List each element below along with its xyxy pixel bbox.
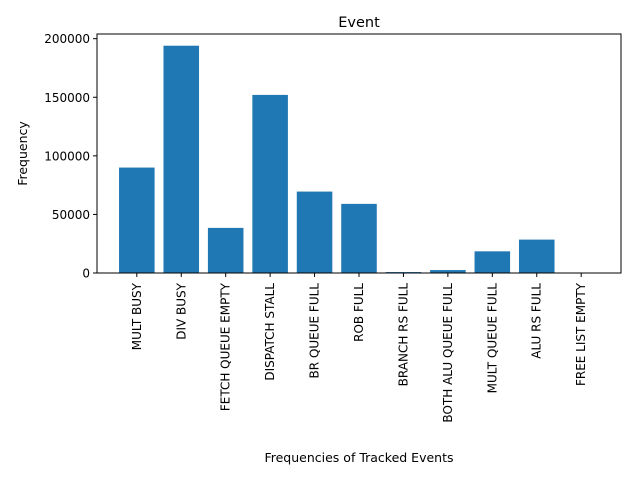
bar-rob-full bbox=[341, 203, 377, 273]
y-tick-label: 150000 bbox=[44, 91, 90, 105]
x-tick-label-mult-queue-full: MULT QUEUE FULL bbox=[485, 283, 499, 394]
bar-fetch-queue-empty bbox=[207, 227, 244, 273]
x-tick-label-free-list-empty: FREE LIST EMPTY bbox=[574, 282, 588, 386]
bar-div-busy bbox=[163, 45, 200, 274]
bar-both-alu-queue-full bbox=[430, 270, 466, 273]
bars-group bbox=[119, 45, 555, 274]
x-tick-label-mult-busy: MULT BUSY bbox=[130, 282, 144, 350]
y-axis-ticks: 0 50000 100000 150000 200000 bbox=[44, 32, 97, 281]
x-tick-label-rob-full: ROB FULL bbox=[352, 283, 366, 342]
plot-frame bbox=[96, 33, 622, 274]
chart-title: Event bbox=[338, 15, 380, 31]
y-tick-label: 200000 bbox=[44, 32, 90, 46]
x-tick-label-dispatch-stall: DISPATCH STALL bbox=[263, 283, 277, 381]
x-tick-label-both-alu-queue-full: BOTH ALU QUEUE FULL bbox=[441, 283, 455, 423]
x-axis-label: Frequencies of Tracked Events bbox=[264, 450, 453, 465]
bar-dispatch-stall bbox=[252, 94, 288, 273]
bar-mult-busy bbox=[119, 167, 155, 273]
bar-mult-queue-full bbox=[474, 251, 511, 273]
bar-alu-rs-full bbox=[518, 239, 555, 273]
y-tick-label: 100000 bbox=[44, 149, 90, 163]
x-tick-label-br-queue-full: BR QUEUE FULL bbox=[308, 283, 322, 379]
x-tick-label-branch-rs-full: BRANCH RS FULL bbox=[396, 283, 410, 387]
x-axis-ticks: MULT BUSY DIV BUSY FETCH QUEUE EMPTY DISPAT… bbox=[130, 273, 588, 423]
x-tick-label-fetch-queue-empty: FETCH QUEUE EMPTY bbox=[219, 282, 233, 411]
x-tick-label-div-busy: DIV BUSY bbox=[174, 282, 188, 339]
y-tick-label: 50000 bbox=[52, 208, 90, 222]
y-axis-label: Frequency bbox=[15, 121, 30, 186]
y-tick-label: 0 bbox=[82, 267, 90, 281]
x-tick-label-alu-rs-full: ALU RS FULL bbox=[530, 283, 544, 359]
bar-br-queue-full bbox=[296, 191, 333, 273]
